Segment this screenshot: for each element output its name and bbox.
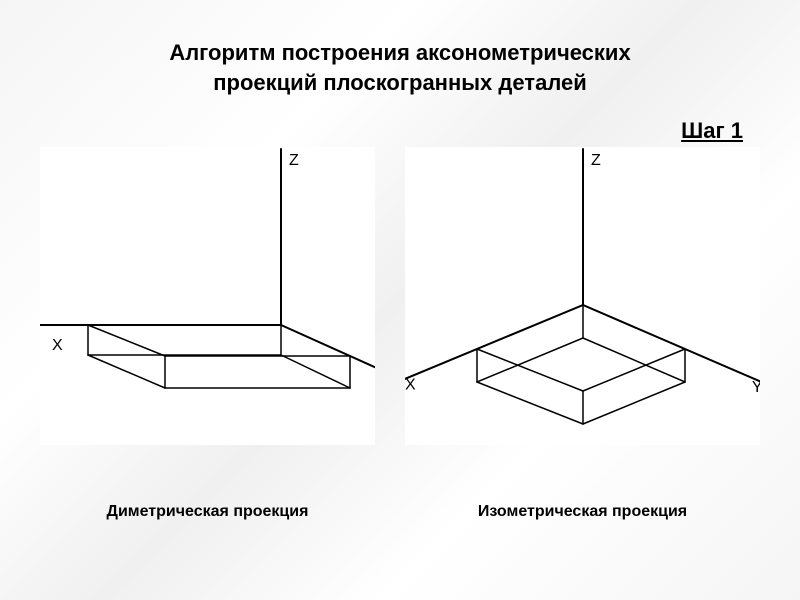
left-diagram-container: ZXY Диметрическая проекция (40, 147, 375, 521)
title-line-2: проекций плоскогранных деталей (0, 68, 800, 98)
svg-text:Y: Y (752, 380, 760, 397)
step-label: Шаг 1 (681, 118, 743, 144)
dimetric-diagram: ZXY (40, 147, 375, 445)
left-caption: Диметрическая проекция (107, 503, 309, 521)
svg-text:Z: Z (591, 152, 601, 169)
diagrams-row: Z X Y Диметрическая проекция Z X Y Изометрич… (0, 147, 800, 521)
title-line-1: Алгоритм построения аксонометрических (0, 38, 800, 68)
right-diagram-container: Z X Y Изометрическая проекция (405, 147, 760, 521)
dimetric-svg: ZXY (40, 147, 375, 445)
svg-text:X: X (405, 377, 416, 394)
isometric-svg: Z X Y (405, 147, 760, 445)
right-caption: Изометрическая проекция (478, 503, 687, 521)
isometric-diagram: Z X Y (405, 147, 760, 445)
page-title: Алгоритм построения аксонометрических пр… (0, 0, 800, 97)
svg-text:X: X (52, 337, 63, 354)
svg-text:Z: Z (289, 152, 299, 169)
